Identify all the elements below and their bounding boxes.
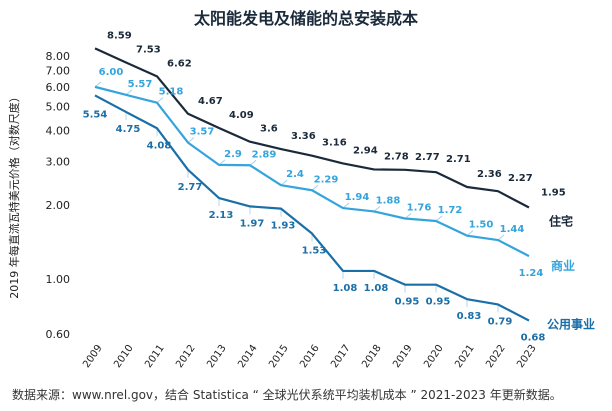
data-label: 2.36 <box>477 169 502 180</box>
x-tick-label: 2016 <box>298 343 322 370</box>
data-label: 1.88 <box>376 195 401 206</box>
y-tick-label: 4.00 <box>46 124 71 137</box>
data-label: 4.08 <box>147 140 172 151</box>
data-label: 1.93 <box>271 221 296 232</box>
data-label: 1.72 <box>438 205 463 216</box>
label-leader <box>156 97 164 104</box>
data-label: 4.75 <box>116 124 141 135</box>
y-tick-label: 2.00 <box>46 199 71 212</box>
data-label: 1.94 <box>345 192 370 203</box>
data-label: 1.44 <box>500 224 525 235</box>
y-tick-label: 1.00 <box>46 273 71 286</box>
chart-title: 太阳能发电及储能的总安装成本 <box>193 9 418 28</box>
label-leader <box>187 137 195 143</box>
y-tick-label: 0.60 <box>46 328 71 341</box>
data-label: 3.57 <box>190 127 215 138</box>
data-label: 1.76 <box>407 203 432 214</box>
data-label: 1.24 <box>519 268 544 279</box>
data-label: 8.59 <box>107 30 132 41</box>
data-label: 2.94 <box>353 145 378 156</box>
data-label: 7.53 <box>136 44 161 55</box>
series-name-label: 住宅 <box>549 214 573 229</box>
x-tick-label: 2019 <box>391 343 415 370</box>
data-label: 2.77 <box>415 152 440 163</box>
y-tick-label: 3.00 <box>46 155 71 168</box>
data-label: 5.18 <box>159 87 184 98</box>
series-name-label: 商业 <box>551 258 575 273</box>
data-label: 0.95 <box>395 297 420 308</box>
x-tick-label: 2020 <box>422 343 446 370</box>
data-label: 2.27 <box>508 173 533 184</box>
data-label: 4.67 <box>198 96 223 107</box>
x-tick-label: 2012 <box>174 343 198 370</box>
x-tick-label: 2009 <box>81 343 105 370</box>
label-leader <box>249 159 257 166</box>
source-note: 数据来源：www.nrel.gov，结合 Statistica “ 全球光伏系统… <box>12 388 562 402</box>
x-tick-label: 2015 <box>267 343 291 370</box>
label-leader <box>311 184 319 191</box>
data-label: 5.54 <box>83 109 108 120</box>
data-label: 2.78 <box>384 151 409 162</box>
series-line-1 <box>94 85 530 258</box>
data-label: 4.09 <box>229 110 254 121</box>
x-tick-label: 2023 <box>515 343 539 370</box>
data-label: 3.16 <box>322 138 347 149</box>
data-label: 1.08 <box>364 283 389 294</box>
data-label: 6.62 <box>167 58 192 69</box>
y-tick-label: 7.00 <box>46 64 71 77</box>
y-tick-label: 8.00 <box>46 50 71 63</box>
data-label: 1.08 <box>333 283 358 294</box>
data-label: 2.13 <box>209 210 234 221</box>
data-label: 0.95 <box>426 297 451 308</box>
x-tick-label: 2017 <box>329 343 353 370</box>
data-label: 0.79 <box>488 316 513 327</box>
data-label: 2.9 <box>224 149 242 160</box>
x-tick-label: 2011 <box>143 343 167 370</box>
data-label: 0.68 <box>521 333 546 344</box>
data-label: 1.50 <box>469 220 494 231</box>
y-axis-title: 2019 年每直流瓦特美元价格（对数尺度） <box>7 91 21 299</box>
data-label: 1.53 <box>302 246 327 257</box>
data-label: 3.6 <box>260 124 278 135</box>
x-tick-label: 2014 <box>236 343 260 370</box>
data-label: 2.77 <box>178 182 203 193</box>
data-label: 0.83 <box>457 311 482 322</box>
data-label: 5.57 <box>128 79 153 90</box>
label-leader <box>497 234 505 241</box>
data-label: 2.71 <box>446 154 471 165</box>
data-label: 2.29 <box>314 174 339 185</box>
data-label: 3.36 <box>291 131 316 142</box>
x-tick-label: 2010 <box>112 343 136 370</box>
series-line-2 <box>94 94 530 322</box>
data-label: 2.89 <box>252 149 277 160</box>
y-tick-label: 5.00 <box>46 100 71 113</box>
x-tick-label: 2013 <box>205 343 229 370</box>
label-leader <box>435 215 443 222</box>
data-label: 2.4 <box>286 169 304 180</box>
data-label: 6.00 <box>99 67 124 78</box>
x-tick-label: 2021 <box>453 343 477 370</box>
data-label: 1.95 <box>541 188 566 199</box>
series-line-0 <box>94 47 530 209</box>
series-name-label: 公用事业 <box>547 317 595 332</box>
x-tick-label: 2018 <box>360 343 384 370</box>
y-tick-label: 6.00 <box>46 81 71 94</box>
x-tick-label: 2022 <box>484 343 508 370</box>
data-label: 1.97 <box>240 218 265 229</box>
